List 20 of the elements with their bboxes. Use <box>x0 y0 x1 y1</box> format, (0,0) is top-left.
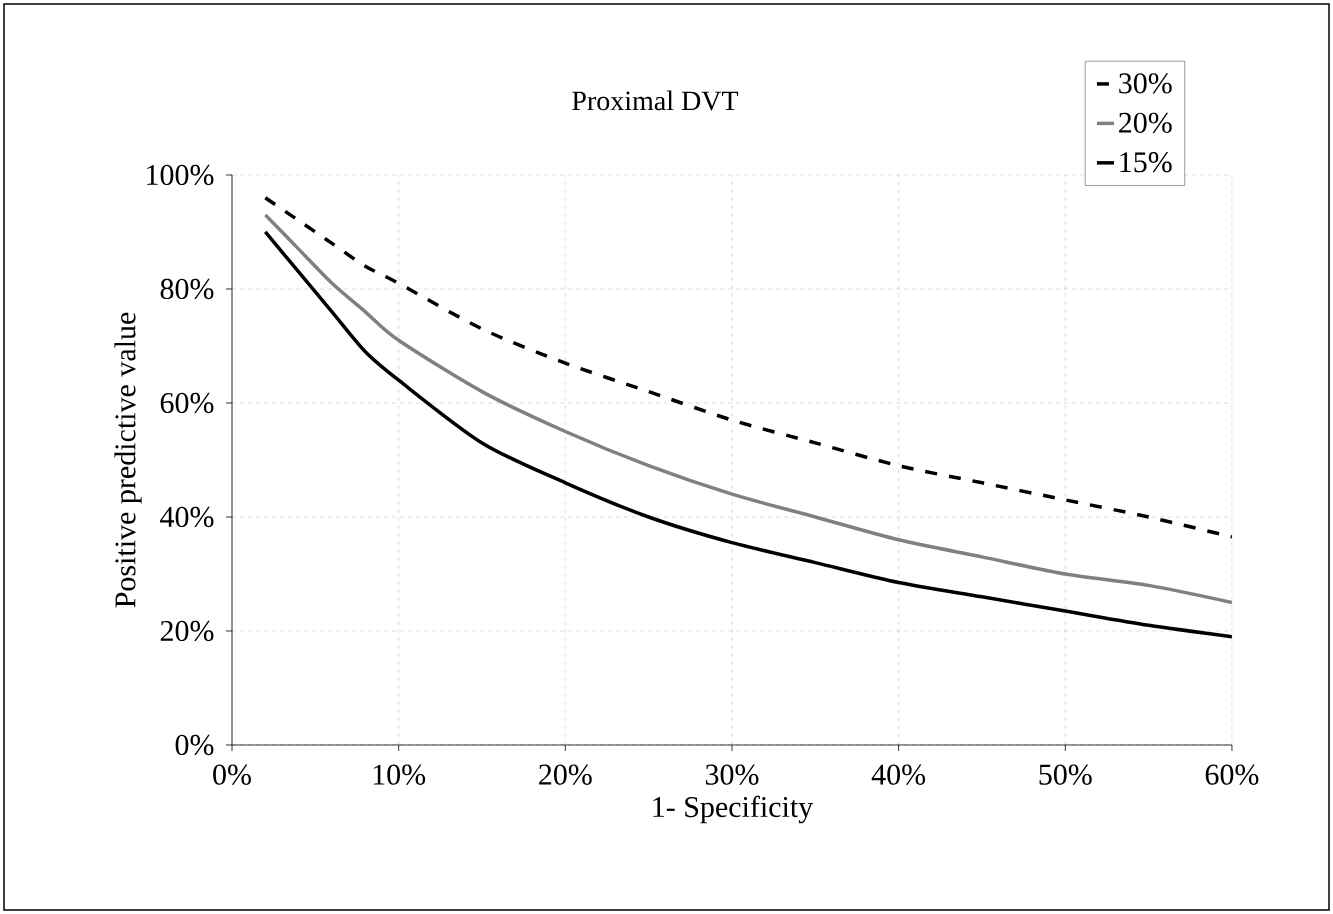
x-tick-label: 50% <box>1039 764 1092 785</box>
legend-label: 30% <box>1119 73 1172 94</box>
x-axis-title: 1- Specificity <box>653 795 814 824</box>
y-tick-label: 20% <box>160 620 214 642</box>
y-tick-label: 100% <box>147 164 214 186</box>
y-tick-label: 80% <box>160 278 214 300</box>
legend-label: 15% <box>1120 152 1172 173</box>
y-tick-label: 0% <box>175 734 214 756</box>
x-tick-label: 0% <box>213 764 251 785</box>
legend-label: 20% <box>1119 112 1172 133</box>
y-tick-label: 40% <box>160 506 214 528</box>
x-tick-label: 60% <box>1205 764 1259 785</box>
chart-title: Proximal DVT <box>572 90 739 111</box>
y-axis-title: Positive predictive value <box>114 312 142 608</box>
x-tick-label: 40% <box>871 764 926 785</box>
x-tick-label: 30% <box>705 764 759 785</box>
y-tick-label: 60% <box>160 392 214 414</box>
line-series <box>263 196 1232 539</box>
x-tick-label: 10% <box>373 764 426 785</box>
x-tick-label: 20% <box>539 764 592 785</box>
